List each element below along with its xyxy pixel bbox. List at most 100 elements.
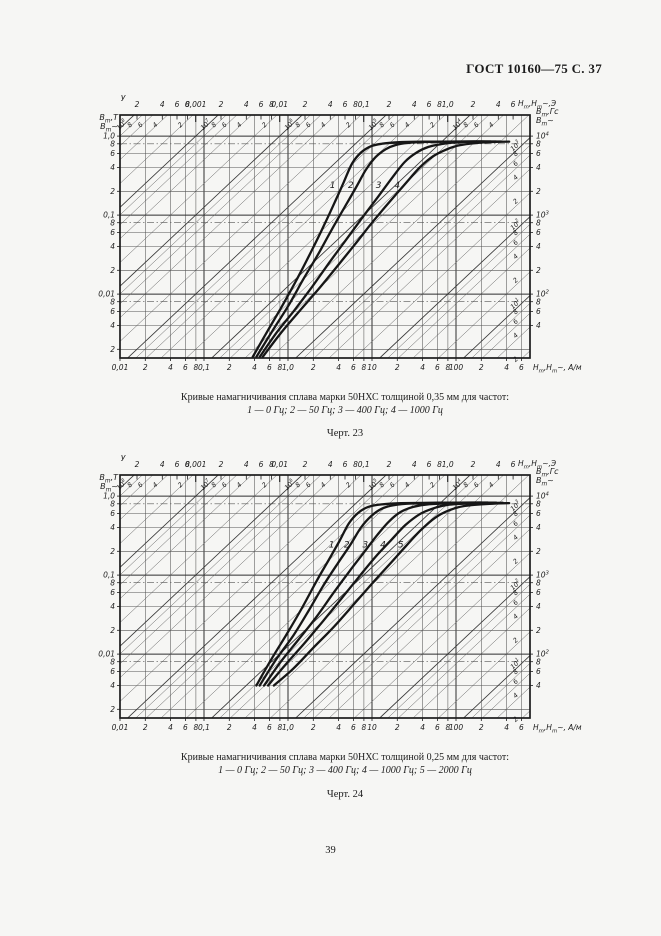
top-tick-label: 1,0 (442, 100, 454, 109)
bottom-tick-label: 4 (168, 363, 173, 372)
mu-label: 6 (304, 481, 312, 490)
left-axis-title: Bm~ (100, 482, 118, 493)
top-tick-label: 6 (511, 100, 516, 109)
mu-label: 2 (511, 197, 519, 206)
top-tick-label: 1,0 (442, 460, 454, 469)
bottom-axis-title: Hm,Hm~, А/м (533, 363, 582, 374)
permeability-diagonals (120, 115, 530, 358)
top-tick-label: 2 (219, 100, 224, 109)
mu-label: 104 (450, 477, 465, 491)
bottom-tick-label: 8 (361, 363, 366, 372)
mu-label: 105 (366, 117, 381, 131)
top-tick-label: 6 (427, 460, 432, 469)
top-tick-label: 0,1 (358, 100, 370, 109)
bottom-tick-label: 1,0 (282, 723, 294, 732)
mu-label: 8 (511, 229, 519, 238)
bottom-tick-label: 8 (193, 723, 198, 732)
right-tick-label: 2 (536, 266, 541, 275)
left-tick-label: 6 (110, 588, 115, 597)
chart23-legend: 1 — 0 Гц; 2 — 50 Гц; 3 — 400 Гц; 4 — 100… (247, 405, 443, 416)
chart24-caption-block: Кривые намагничивания сплава марки 50НХС… (78, 751, 612, 777)
left-tick-label: 6 (110, 307, 115, 316)
left-tick-label: 4 (110, 523, 115, 532)
curve-4 (266, 501, 504, 687)
right-tick-label: 102 (536, 649, 550, 658)
top-tick-label: 6 (175, 100, 180, 109)
bottom-tick-label: 4 (420, 363, 425, 372)
bottom-tick-label: 8 (277, 363, 282, 372)
left-tick-label: 8 (110, 578, 115, 587)
right-tick-label: 6 (536, 588, 541, 597)
bottom-tick-label: 6 (435, 723, 440, 732)
top-tick-label: 8 (437, 100, 442, 109)
curve-number-labels: 1 2 3 4 (330, 181, 401, 191)
left-axis-title: Bm,Т (99, 473, 119, 484)
top-tick-label: 4 (244, 460, 249, 469)
top-tick-label: 0,001 (185, 460, 206, 469)
bottom-tick-label: 6 (351, 363, 356, 372)
right-tick-label: 104 (536, 492, 550, 501)
top-tick-label: 4 (496, 460, 501, 469)
top-tick-label: 4 (328, 100, 333, 109)
top-tick-label: 4 (496, 100, 501, 109)
left-tick-label: 8 (110, 297, 115, 306)
mu-label: 6 (136, 481, 144, 490)
left-tick-label: 2 (110, 626, 115, 635)
plot-border (119, 114, 531, 359)
mu-label: 107 (198, 117, 213, 131)
mu-label: 8 (511, 510, 519, 519)
top-tick-label: 6 (259, 100, 264, 109)
mu-label: 8 (294, 121, 302, 130)
right-tick-label: 4 (536, 602, 541, 611)
mu-label: 4 (235, 121, 243, 130)
mu-label: 6 (511, 598, 519, 607)
bottom-tick-label: 6 (183, 723, 188, 732)
curve-2 (255, 140, 498, 358)
mu-label: 6 (304, 121, 312, 130)
magnetization-chart-fig24: 2 4 6 80,001 2 4 6 80,01 2 4 6 8 0,1 2 4 6 8 1,0 2 4 60,01 2 4… (98, 454, 582, 734)
permeability-diagonals (120, 475, 530, 718)
top-tick-label: 2 (135, 100, 140, 109)
permeability-labels: 108 8 6 4 2 107 8 6 4 2 106 8 6 4 2 105 8 6 4 2 104 8 6 4103864… (115, 117, 520, 364)
mu-label: 8 (511, 589, 519, 598)
right-tick-label: 104 (536, 132, 550, 141)
top-tick-label: 4 (328, 460, 333, 469)
left-tick-label: 0,01 (98, 650, 115, 659)
mu-label: 8 (462, 481, 470, 490)
mu-label: 2 (344, 121, 352, 130)
mu-label: 6 (511, 519, 519, 528)
right-tick-label: 4 (536, 321, 541, 330)
left-tick-label: 0,1 (103, 211, 115, 220)
mu-label: 2 (511, 355, 519, 364)
bottom-tick-label: 2 (227, 723, 232, 732)
top-tick-label: 0,001 (185, 100, 206, 109)
mu-label: 102 (508, 578, 523, 592)
mu-label: 2 (260, 481, 268, 490)
bottom-tick-label: 2 (143, 363, 148, 372)
grid-lines (119, 115, 530, 358)
mu-label: 4 (403, 481, 411, 490)
top-tick-label: 8 (353, 460, 358, 469)
curve-label-1: 1 (329, 540, 335, 550)
bottom-tick-label: 4 (420, 723, 425, 732)
left-tick-label: 8 (110, 218, 115, 227)
left-tick-label: 4 (110, 321, 115, 330)
curve-2 (258, 501, 490, 687)
bottom-tick-label: 4 (504, 723, 509, 732)
left-tick-label: 4 (110, 602, 115, 611)
curve-label-1: 1 (330, 181, 336, 191)
curve-4 (261, 140, 511, 358)
right-axis-title: Bm~ (536, 476, 554, 487)
mu-label: 8 (210, 121, 218, 130)
mu-label: 2 (176, 481, 184, 490)
mu-label: 107 (198, 477, 213, 491)
chart24-legend: 1 — 0 Гц; 2 — 50 Гц; 3 — 400 Гц; 4 — 100… (218, 765, 472, 776)
bottom-tick-label: 6 (267, 363, 272, 372)
bottom-tick-label: 2 (395, 723, 400, 732)
bottom-tick-label: 4 (252, 363, 257, 372)
right-axis-title: Bm~ (536, 116, 554, 127)
corner-mark: У (121, 94, 126, 103)
